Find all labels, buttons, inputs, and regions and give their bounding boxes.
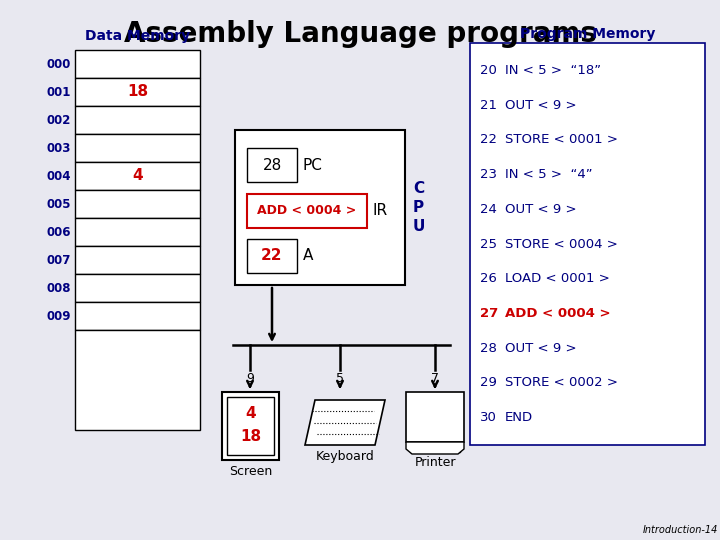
Text: LOAD < 0001 >: LOAD < 0001 > [505,272,610,285]
Bar [235,130,405,285]
Polygon shape [406,442,464,454]
Text: 23: 23 [480,168,497,181]
Text: C
P
U: C P U [413,181,426,234]
Bar [227,397,274,455]
Text: Introduction-14: Introduction-14 [643,525,718,535]
Text: 22: 22 [480,133,497,146]
Bar [75,274,200,302]
Text: Assembly Language programs: Assembly Language programs [124,20,596,48]
Text: END: END [505,411,533,424]
Bar [75,50,200,78]
Text: 006: 006 [47,226,71,239]
Bar [75,330,200,430]
Text: Program Memory: Program Memory [520,27,655,41]
Text: Keyboard: Keyboard [315,450,374,463]
Text: 18: 18 [240,429,261,444]
Polygon shape [305,400,385,445]
Text: 7: 7 [431,372,439,385]
Text: 5: 5 [336,372,344,385]
Text: 009: 009 [47,309,71,322]
Bar [410,442,460,452]
Bar [75,106,200,134]
Text: 27: 27 [480,307,498,320]
Text: OUT < 9 >: OUT < 9 > [505,203,577,216]
Text: ADD < 0004 >: ADD < 0004 > [257,204,356,217]
Text: A: A [303,248,313,264]
Text: IN < 5 >  “18”: IN < 5 > “18” [505,64,601,77]
Text: 9: 9 [246,372,254,385]
Text: 002: 002 [47,113,71,126]
Bar [75,246,200,274]
Bar [247,239,297,273]
Bar [75,302,200,330]
Text: PC: PC [303,158,323,172]
Bar [75,190,200,218]
Text: 29: 29 [480,376,497,389]
Bar [247,193,367,227]
Text: Printer: Printer [414,456,456,469]
Bar [75,78,200,106]
Bar [75,218,200,246]
Text: 4: 4 [246,406,256,421]
Text: OUT < 9 >: OUT < 9 > [505,342,577,355]
Bar [470,43,705,445]
Text: 24: 24 [480,203,497,216]
Text: 001: 001 [47,85,71,98]
Text: Screen: Screen [229,465,272,478]
Text: 007: 007 [47,253,71,267]
Text: 18: 18 [127,84,148,99]
Text: 26: 26 [480,272,497,285]
Text: 28: 28 [262,158,282,172]
Text: IN < 5 >  “4”: IN < 5 > “4” [505,168,593,181]
Text: STORE < 0004 >: STORE < 0004 > [505,238,618,251]
Bar [75,134,200,162]
Text: 28: 28 [480,342,497,355]
Text: OUT < 9 >: OUT < 9 > [505,99,577,112]
Text: 25: 25 [480,238,497,251]
Bar [247,148,297,182]
Bar [75,162,200,190]
Text: 20: 20 [480,64,497,77]
Text: STORE < 0001 >: STORE < 0001 > [505,133,618,146]
Bar [406,392,464,442]
Text: 005: 005 [47,198,71,211]
Text: 008: 008 [47,281,71,294]
Text: 21: 21 [480,99,497,112]
Text: ADD < 0004 >: ADD < 0004 > [505,307,611,320]
Text: 000: 000 [47,57,71,71]
Text: Data Memory: Data Memory [85,29,190,43]
Text: IR: IR [373,203,388,218]
Text: 4: 4 [132,168,143,184]
Text: STORE < 0002 >: STORE < 0002 > [505,376,618,389]
Text: 30: 30 [480,411,497,424]
Text: 004: 004 [47,170,71,183]
Text: 22: 22 [261,248,283,264]
Text: 003: 003 [47,141,71,154]
Bar [222,392,279,460]
